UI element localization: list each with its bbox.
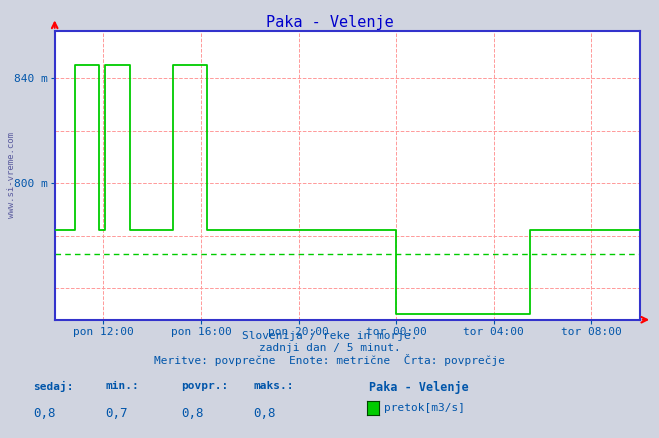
Text: zadnji dan / 5 minut.: zadnji dan / 5 minut. bbox=[258, 343, 401, 353]
Text: 0,8: 0,8 bbox=[181, 407, 204, 420]
Text: www.si-vreme.com: www.si-vreme.com bbox=[7, 132, 16, 218]
Text: min.:: min.: bbox=[105, 381, 139, 391]
Text: 0,7: 0,7 bbox=[105, 407, 128, 420]
Text: 0,8: 0,8 bbox=[33, 407, 55, 420]
Text: maks.:: maks.: bbox=[254, 381, 294, 391]
Text: Paka - Velenje: Paka - Velenje bbox=[266, 15, 393, 30]
Text: Meritve: povprečne  Enote: metrične  Črta: povprečje: Meritve: povprečne Enote: metrične Črta:… bbox=[154, 354, 505, 366]
Text: Slovenija / reke in morje.: Slovenija / reke in morje. bbox=[242, 331, 417, 341]
Text: pretok[m3/s]: pretok[m3/s] bbox=[384, 403, 465, 413]
Text: sedaj:: sedaj: bbox=[33, 381, 73, 392]
Text: povpr.:: povpr.: bbox=[181, 381, 229, 391]
Text: Paka - Velenje: Paka - Velenje bbox=[369, 381, 469, 394]
Text: 0,8: 0,8 bbox=[254, 407, 276, 420]
